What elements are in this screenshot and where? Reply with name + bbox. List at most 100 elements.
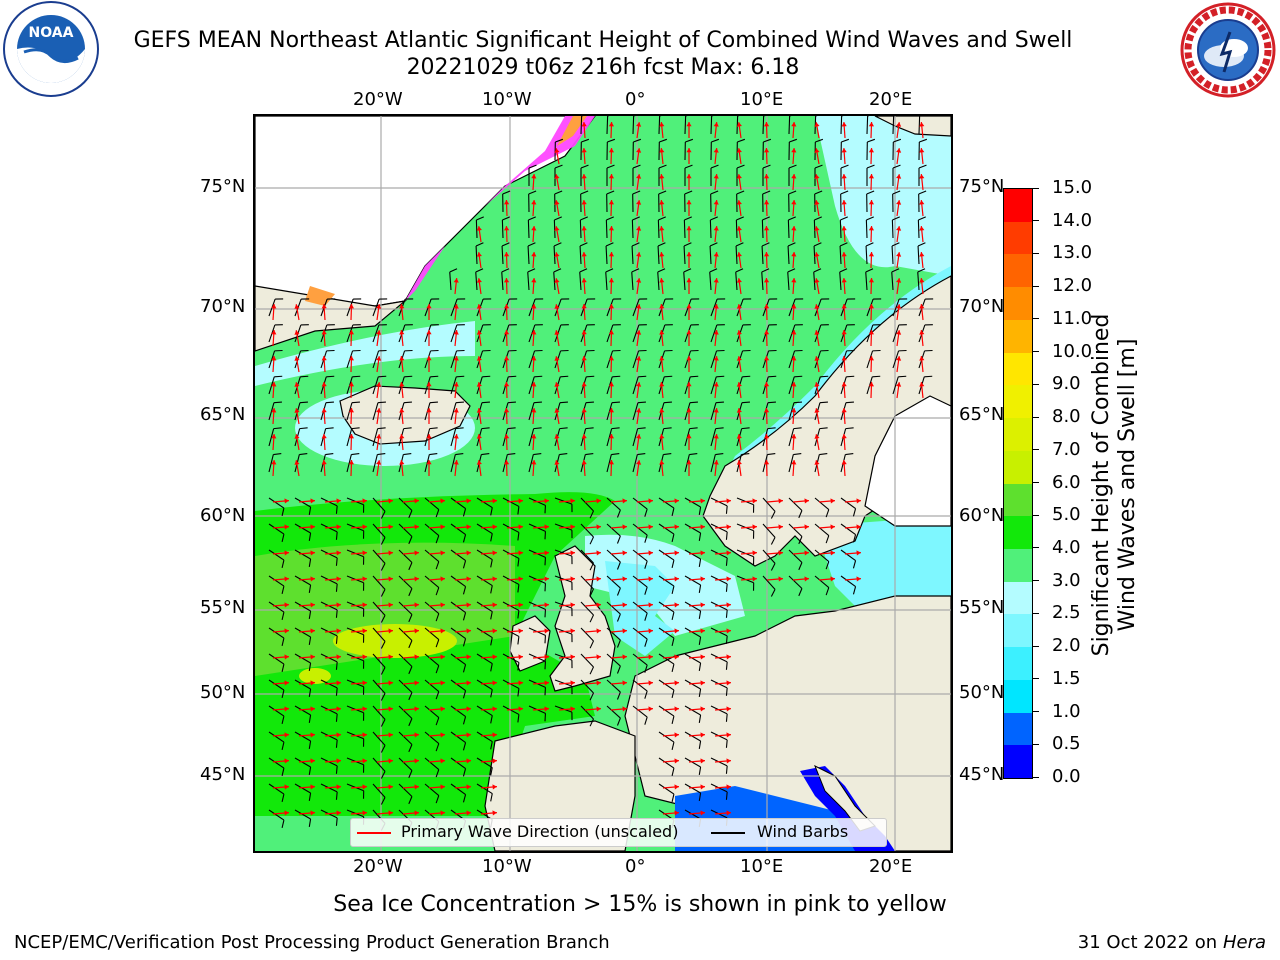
wave-direction-arrow [480,550,497,556]
wave-direction-arrow [584,654,601,660]
wind-barb [580,705,595,727]
wind-barbs-label: Wind Barbs [757,822,849,841]
wave-direction-arrow [376,758,393,764]
wind-barb [658,601,675,620]
wave-direction-arrow [919,330,925,347]
wave-direction-arrow [636,434,642,451]
wave-direction-arrow [504,277,510,295]
wave-direction-arrow [348,433,354,451]
colorbar-tick-label: 6.0 [1052,471,1081,493]
wind-barb [398,705,413,727]
wave-direction-arrow [531,173,537,191]
wind-barb [684,601,702,619]
wave-direction-arrow [636,654,653,660]
wave-direction-arrow [272,576,289,582]
wind-barb [814,138,824,161]
wave-zone-6to7-b [299,668,331,684]
wave-direction-arrow [554,226,560,243]
wave-direction-arrow [348,381,354,399]
wind-barb [632,497,648,517]
wave-direction-arrow [272,628,289,634]
wind-barb [658,653,675,672]
wind-barb [372,324,387,343]
wind-barb [606,549,621,570]
wave-direction-arrow [608,121,614,139]
wind-barb [761,268,770,291]
wave-direction-arrow [736,382,742,399]
wave-direction-arrow [532,498,549,504]
wave-direction-arrow [686,174,692,190]
wave-direction-arrow [662,550,679,556]
wind-barb [606,653,621,674]
wind-barb [684,757,702,775]
wave-direction-arrow [688,654,705,660]
wind-barb [476,731,493,750]
wave-direction-arrow [454,524,471,530]
wind-barb [632,627,648,647]
wave-direction-arrow [428,524,445,530]
wind-barb [658,138,668,161]
wave-direction-arrow [428,784,445,790]
colorbar-tick-label: 7.0 [1052,438,1081,460]
wave-direction-arrow [919,226,925,243]
wave-direction-arrow [764,433,770,451]
wind-barb [294,705,312,723]
wind-barb [606,497,621,518]
colorbar-tick-mark [1033,383,1039,385]
wind-barb [709,268,718,291]
wave-direction-arrow [841,459,847,477]
wave-direction-arrow [506,654,523,660]
wind-barb [632,523,648,543]
wave-direction-arrow [428,810,445,816]
wave-direction-arrow [896,226,902,243]
wave-direction-arrow [581,433,587,451]
wave-direction-arrow [476,252,482,269]
wave-direction-arrow [791,121,797,139]
wave-direction-arrow [814,434,820,451]
wave-direction-arrow [428,706,445,712]
wave-direction-arrow [868,329,874,347]
wind-barb [632,164,641,186]
wave-direction-arrow [608,407,614,425]
wind-barb [865,268,874,291]
wind-barb [450,653,467,673]
wave-direction-arrow [271,303,277,321]
wave-direction-arrow [662,524,679,530]
wave-direction-arrow [476,434,482,451]
wind-barb [762,138,772,161]
wind-barb [632,575,648,595]
wind-barb [424,523,440,544]
wind-barb [346,453,360,473]
wave-direction-arrow [272,810,289,816]
wave-direction-arrow [896,330,902,347]
wind-barb [372,653,386,675]
wave-direction-arrow [919,278,925,295]
wave-direction-arrow [896,174,902,191]
wave-direction-arrow [581,303,587,321]
sea-ice-thick [557,116,587,146]
wave-direction-arrow [506,498,523,504]
wave-direction-arrow [504,199,510,217]
wave-direction-arrow [581,147,587,165]
lon-label-top-10w: 10°W [482,89,532,110]
wind-barb [632,298,648,317]
wind-barb [268,809,285,828]
wave-direction-arrow [348,355,354,373]
wave-direction-arrow [662,654,679,660]
wind-barb [475,242,484,265]
wave-direction-arrow [504,433,510,451]
wave-direction-arrow [480,706,497,712]
wind-barb [294,549,312,567]
wind-barb [632,138,642,161]
wind-barb [606,705,621,726]
wave-direction-arrow [608,147,614,165]
wind-barb [865,216,874,239]
wind-barb [372,497,386,519]
wind-barb [450,401,464,421]
wave-direction-arrow [688,732,705,738]
wind-barb [866,190,875,213]
colorbar-tick-label: 13.0 [1052,242,1093,264]
wind-barb [788,401,802,421]
wave-direction-arrow [294,356,300,373]
wave-direction-arrow [791,277,797,295]
